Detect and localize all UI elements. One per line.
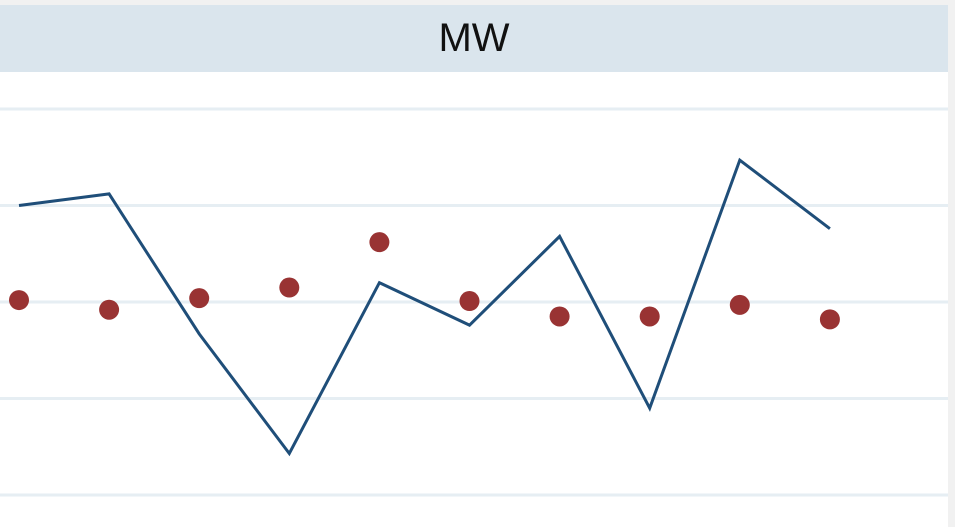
scatter-point — [729, 294, 750, 315]
panel-header: MW — [0, 5, 948, 72]
scatter-point — [279, 277, 300, 298]
series-line — [18, 157, 831, 457]
scatter-point — [639, 306, 660, 327]
scatter-point — [369, 232, 390, 253]
scatter-point — [99, 299, 120, 320]
scatter-point — [189, 288, 210, 309]
scatter-point — [819, 309, 840, 330]
scatter-point — [459, 291, 480, 312]
panel-title: MW — [438, 16, 510, 60]
scatter-point — [549, 306, 570, 327]
scatter-point — [9, 290, 29, 311]
chart-panel: MW — [0, 5, 948, 527]
